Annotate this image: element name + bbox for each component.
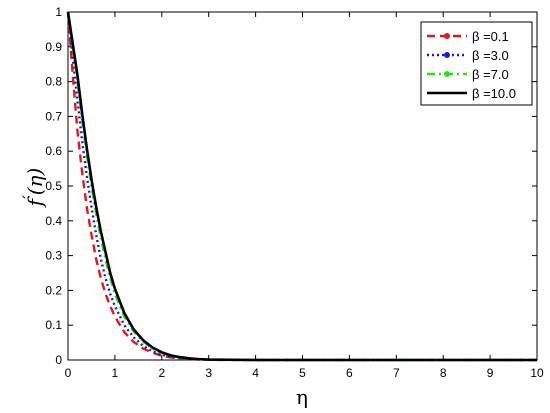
- y-tick-label: 0: [55, 353, 62, 367]
- legend-box: [420, 21, 533, 106]
- y-tick-label: 0.2: [45, 283, 62, 297]
- legend-label: β =3.0: [472, 48, 509, 63]
- x-axis-title: η: [296, 385, 308, 409]
- y-tick-label: 0.8: [45, 75, 62, 89]
- series-layer: [66, 11, 537, 362]
- y-tick-label: 0.7: [45, 109, 62, 123]
- legend-marker: [444, 33, 450, 39]
- x-tick-label: 7: [393, 366, 400, 380]
- legend-label: β =10.0: [472, 86, 516, 101]
- x-tick-label: 6: [346, 366, 353, 380]
- x-tick-labels: 0 1 2 3 4 5 6 7 8 9 10: [65, 366, 544, 380]
- y-axis-title: f′(η): [19, 168, 47, 209]
- x-tick-label: 10: [530, 366, 544, 380]
- legend-label: β =0.1: [472, 29, 509, 44]
- series-line-1: [66, 11, 537, 362]
- y-tick-labels: 0 0.1 0.2 0.3 0.4 0.5 0.6 0.7 0.8 0.9 1: [45, 5, 62, 367]
- y-tick-label: 0.1: [45, 318, 62, 332]
- x-tick-label: 5: [299, 366, 306, 380]
- x-tick-label: 1: [112, 366, 119, 380]
- y-tick-label: 1: [55, 5, 62, 19]
- x-tick-label: 2: [158, 366, 165, 380]
- x-tick-label: 9: [487, 366, 494, 380]
- y-tick-label: 0.3: [45, 249, 62, 263]
- x-tick-label: 0: [65, 366, 72, 380]
- y-tick-label: 0.6: [45, 144, 62, 158]
- y-tick-label: 0.9: [45, 40, 62, 54]
- axis-ticks: [67, 11, 538, 361]
- legend-label: β =7.0: [472, 67, 509, 82]
- y-axis-title-prime: ′: [19, 195, 38, 199]
- svg-text:f′(η): f′(η): [19, 168, 47, 209]
- y-axis-title-arg: (η): [23, 168, 47, 196]
- legend-marker: [444, 52, 450, 58]
- legend: β =0.1 β =3.0 β =7.0 β =10.0: [420, 21, 533, 106]
- x-tick-label: 8: [440, 366, 447, 380]
- y-tick-label: 0.4: [45, 214, 62, 228]
- legend-marker: [444, 71, 450, 77]
- y-tick-label: 0.5: [45, 179, 62, 193]
- x-tick-label: 4: [252, 366, 259, 380]
- series-line-3: [66, 11, 537, 362]
- x-tick-label: 3: [205, 366, 212, 380]
